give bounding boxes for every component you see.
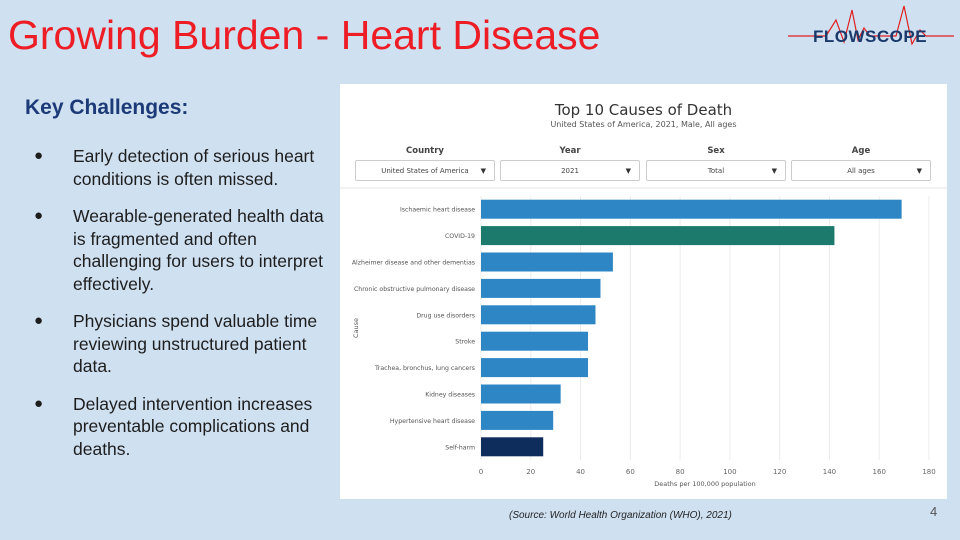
- x-tick-label: 120: [773, 468, 786, 476]
- bar: [481, 305, 596, 325]
- chart-subtitle: United States of America, 2021, Male, Al…: [550, 120, 737, 129]
- x-tick-label: 80: [676, 468, 685, 476]
- bar-chart: 0 20 40 60 80 100 120 140 160 180 Ischaemic heart …: [340, 187, 947, 488]
- sex-select[interactable]: Total ▼: [646, 160, 786, 181]
- bar: [481, 252, 613, 272]
- bar: [481, 226, 835, 246]
- category-label: Ischaemic heart disease: [400, 207, 475, 214]
- category-label: Alzheimer disease and other dementias: [352, 260, 475, 267]
- category-label: Chronic obstructive pulmonary disease: [354, 286, 475, 293]
- page-number: 4: [930, 504, 938, 519]
- bar: [481, 358, 589, 378]
- challenge-text: Physicians spend valuable time reviewing…: [73, 311, 318, 376]
- flowscope-logo: [788, 5, 954, 46]
- category-label: Trachea, bronchus, lung cancers: [374, 365, 475, 372]
- chevron-down-icon: ▼: [625, 167, 631, 175]
- list-item: ● Delayed intervention increases preventa…: [34, 393, 324, 461]
- bar: [481, 410, 554, 430]
- filter-label-sex: Sex: [707, 146, 725, 156]
- bar: [481, 437, 544, 457]
- category-label: Self-harm: [445, 444, 475, 451]
- logo-text: FLOWSCOPE: [813, 27, 928, 46]
- bullet-icon: ●: [34, 394, 44, 412]
- x-axis-title: Deaths per 100,000 population: [654, 480, 756, 488]
- year-select-value: 2021: [561, 166, 579, 175]
- chart-title: Top 10 Causes of Death: [554, 101, 733, 119]
- bullet-icon: ●: [34, 312, 44, 329]
- chevron-down-icon: ▼: [480, 167, 486, 175]
- challenges-list: ● Early detection of serious heart condit…: [34, 145, 324, 475]
- category-label: Drug use disorders: [416, 312, 475, 319]
- x-tick-label: 180: [922, 468, 935, 476]
- age-select[interactable]: All ages ▼: [791, 160, 931, 181]
- x-tick-label: 160: [873, 468, 886, 476]
- key-challenges-heading: Key Challenges:: [25, 96, 189, 119]
- source-citation: (Source: World Health Organization (WHO)…: [509, 510, 732, 521]
- bar: [481, 331, 589, 351]
- x-tick-label: 60: [626, 468, 635, 476]
- list-item: ● Early detection of serious heart condit…: [34, 145, 324, 190]
- x-tick-label: 0: [479, 468, 483, 476]
- bullet-icon: ●: [34, 207, 44, 224]
- challenge-text: Early detection of serious heart conditi…: [73, 146, 315, 189]
- logo-heartbeat-line: [788, 5, 954, 46]
- filter-label-country: Country: [406, 146, 444, 156]
- bar: [481, 278, 601, 298]
- challenge-text: Delayed intervention increases preventab…: [73, 393, 313, 459]
- age-select-value: All ages: [847, 166, 875, 175]
- list-item: ● Wearable-generated health data is fragm…: [34, 205, 324, 295]
- filter-label-year: Year: [559, 146, 581, 156]
- category-label: Hypertensive heart disease: [390, 418, 475, 425]
- x-tick-label: 40: [576, 468, 585, 476]
- country-select[interactable]: United States of America ▼: [355, 160, 495, 181]
- bar: [481, 199, 902, 219]
- category-label: COVID-19: [445, 233, 475, 240]
- x-tick-label: 20: [526, 468, 535, 476]
- sex-select-value: Total: [707, 166, 725, 175]
- category-label: Kidney diseases: [425, 392, 475, 399]
- filter-label-age: Age: [851, 146, 871, 156]
- challenge-text: Wearable-generated health data is fragme…: [73, 206, 324, 294]
- bullet-icon: ●: [34, 147, 44, 164]
- chart-card: Top 10 Causes of Death United States of …: [340, 84, 947, 499]
- chevron-down-icon: ▼: [771, 167, 777, 175]
- year-select[interactable]: 2021 ▼: [500, 160, 640, 181]
- chevron-down-icon: ▼: [916, 167, 922, 175]
- list-item: ● Physicians spend valuable time reviewin…: [34, 310, 324, 378]
- bar: [481, 384, 561, 404]
- slide-title: Growing Burden - Heart Disease: [8, 12, 601, 58]
- x-tick-label: 140: [823, 468, 836, 476]
- category-label: Stroke: [455, 339, 475, 346]
- y-axis-title: Cause: [352, 318, 360, 338]
- country-select-value: United States of America: [381, 166, 469, 175]
- x-tick-label: 100: [723, 468, 736, 476]
